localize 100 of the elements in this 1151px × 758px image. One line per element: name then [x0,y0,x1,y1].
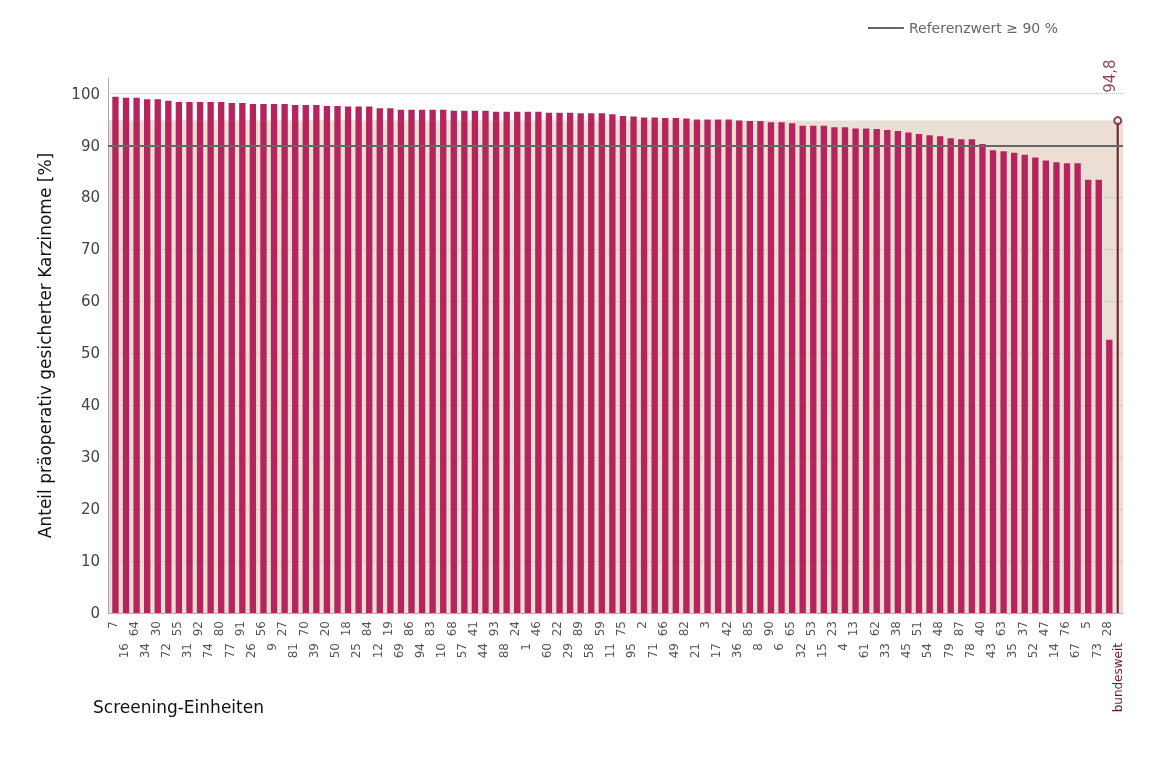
bar [619,115,627,613]
x-tick-label: 37 [1015,621,1030,637]
x-tick-label: 63 [994,621,1009,637]
bar [958,139,965,613]
x-tick-label: 31 [180,643,195,659]
bar [144,99,151,613]
bar [1106,339,1113,613]
bar [376,108,383,613]
bar [577,113,584,613]
x-tick-label: 91 [233,621,248,637]
x-tick-label: 3 [698,621,713,629]
x-tick-label: 25 [349,643,364,659]
bar [1084,179,1092,613]
x-tick-label: 57 [455,643,470,659]
x-tick-label: 19 [381,621,396,637]
x-tick-label: 74 [201,643,216,659]
bar [1032,157,1039,613]
x-tick-label: 88 [497,643,512,659]
x-tick-label: 39 [307,643,322,659]
bar [968,139,976,613]
bar [767,122,775,613]
x-tick-label: 49 [666,643,681,659]
x-tick-label: 66 [656,621,671,637]
y-tick-label: 20 [80,500,100,519]
bar [1042,160,1050,613]
bar [545,112,553,613]
bar [461,110,468,613]
x-tick-label: 1 [518,643,533,651]
x-tick-label: 24 [508,621,523,637]
y-tick-label: 30 [80,448,100,467]
bar [873,128,880,613]
x-tick-label: 43 [983,643,998,659]
x-tick-label: 4 [835,643,850,651]
x-tick-label: 36 [730,643,745,659]
bar [302,105,309,613]
bar [778,122,785,613]
x-tick-label: 77 [222,643,237,659]
x-tick-label: 5 [1078,621,1093,629]
bar [397,109,405,613]
x-tick-label: 42 [719,621,734,637]
bar [228,102,235,613]
x-tick-label: 50 [328,643,343,659]
x-tick-label: 94 [412,643,427,659]
x-tick-label: 76 [1057,621,1072,637]
x-tick-label: 95 [624,643,639,659]
y-tick-label: 70 [80,240,100,259]
bar [323,106,331,613]
x-tick-label: 2 [634,621,649,629]
bar [651,117,658,613]
x-tick-label: bundesweit [1110,642,1125,713]
bar [936,136,944,613]
legend-label: Referenzwert ≥ 90 % [908,20,1058,36]
x-tick-label: 82 [677,621,692,637]
bar [196,101,204,613]
x-tick-label: 62 [867,621,882,637]
bar [514,111,521,613]
bar [281,103,288,613]
y-tick-label: 90 [80,136,100,155]
x-tick-label: 51 [909,621,924,637]
bar [810,125,817,613]
bar [165,100,172,613]
bar [366,106,373,613]
bar [704,119,711,613]
bar [270,103,278,613]
bar [598,113,605,613]
x-tick-label: 7 [106,621,121,629]
x-tick-label: 72 [159,643,174,659]
bar [947,138,954,613]
bar [746,121,754,613]
x-tick-label: 23 [825,621,840,637]
x-tick-label: 83 [423,621,438,637]
y-tick-label: 40 [80,396,100,415]
bar [1021,154,1028,613]
bar [926,135,933,613]
x-tick-label: 33 [878,643,893,659]
bar [292,105,299,613]
bar [408,109,415,613]
bar [440,109,447,613]
x-tick-label: 14 [1047,643,1062,659]
bar [989,150,997,613]
x-tick-label: 75 [613,621,628,637]
bar [979,143,986,613]
bar [1010,152,1018,613]
x-tick-label: 40 [973,621,988,637]
bar [154,99,161,613]
bar [334,106,341,613]
bar [884,129,891,613]
y-tick-label: 0 [90,604,100,622]
bar [1095,179,1102,613]
y-tick-label: 80 [80,188,100,207]
x-tick-label: 13 [846,621,861,637]
bar [186,101,193,613]
x-tick-label: 64 [127,621,142,637]
bar [630,116,637,613]
x-tick-label: 60 [539,643,554,659]
x-tick-label: 67 [1068,643,1083,659]
x-tick-label: 10 [434,643,449,659]
x-tick-label: 52 [1026,643,1041,659]
bar [429,109,436,613]
bar [387,108,394,613]
